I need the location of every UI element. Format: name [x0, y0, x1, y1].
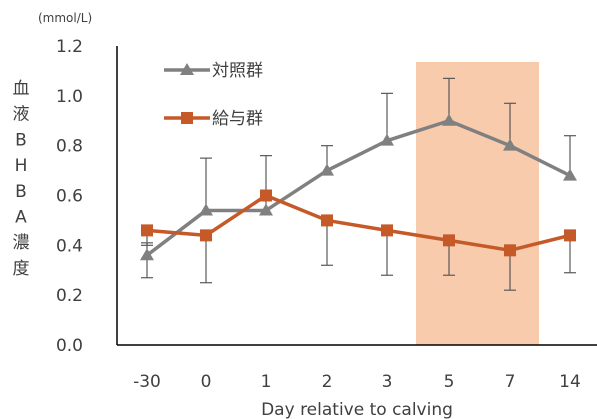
y-tick-labels: 0.0 0.2 0.4 0.6 0.8 1.0 1.2 — [56, 37, 83, 356]
data-point-marker — [140, 248, 154, 261]
y-tick-label: 0.4 — [56, 236, 83, 256]
series-2 — [141, 189, 576, 291]
data-point-marker — [443, 234, 455, 247]
x-tick-label: 1 — [261, 372, 272, 392]
data-point-marker — [563, 168, 577, 181]
series-line — [145, 119, 571, 257]
x-tick-label: -30 — [133, 372, 161, 392]
x-tick-label: 14 — [559, 372, 581, 392]
y-axis-title-char: 液 — [13, 105, 30, 125]
y-axis-title-char: 血 — [13, 79, 30, 99]
data-point-marker — [321, 214, 333, 227]
data-point-marker — [504, 244, 516, 257]
series-line — [146, 193, 571, 253]
x-tick-label: 5 — [444, 372, 455, 392]
y-axis-title-char: 濃 — [13, 233, 30, 253]
legend-swatch-marker — [181, 112, 193, 124]
y-tick-label: 0.8 — [56, 137, 83, 157]
y-unit-label: (mmol/L) — [38, 11, 92, 25]
data-point-marker — [442, 113, 456, 126]
y-axis-title-char: H — [15, 156, 28, 176]
series-1 — [140, 77, 577, 279]
data-point-marker — [199, 203, 213, 216]
data-point-marker — [380, 133, 394, 146]
data-point-marker — [141, 224, 153, 237]
legend-label: 給与群 — [212, 109, 263, 129]
y-axis-title-char: A — [15, 208, 27, 228]
plot-layer — [140, 77, 577, 291]
x-axis-title: Day relative to calving — [261, 400, 453, 419]
y-axis-title-char: B — [15, 130, 27, 150]
legend-swatch-marker — [180, 63, 194, 75]
y-tick-label: 0.6 — [56, 187, 83, 207]
data-point-marker — [259, 203, 273, 216]
x-tick-label: 2 — [322, 372, 333, 392]
y-tick-label: 1.2 — [56, 37, 83, 57]
data-point-marker — [200, 229, 212, 242]
y-axis-title-char: B — [15, 182, 27, 202]
highlight-band — [416, 62, 539, 345]
data-point-marker — [381, 224, 393, 237]
y-axis-title-char: 度 — [13, 259, 30, 279]
x-tick-label: 7 — [505, 372, 516, 392]
y-tick-label: 1.0 — [56, 87, 83, 107]
data-point-marker — [503, 138, 517, 151]
y-tick-label: 0.0 — [56, 336, 83, 356]
y-tick-label: 0.2 — [56, 286, 83, 306]
x-tick-label: 0 — [201, 372, 212, 392]
data-point-marker — [260, 189, 272, 202]
x-tick-label: 3 — [382, 372, 393, 392]
legend-label: 対照群 — [212, 61, 263, 81]
data-point-marker — [564, 229, 576, 242]
x-tick-labels: -30 0 1 2 3 5 7 14 — [133, 372, 581, 392]
data-point-marker — [320, 163, 334, 176]
